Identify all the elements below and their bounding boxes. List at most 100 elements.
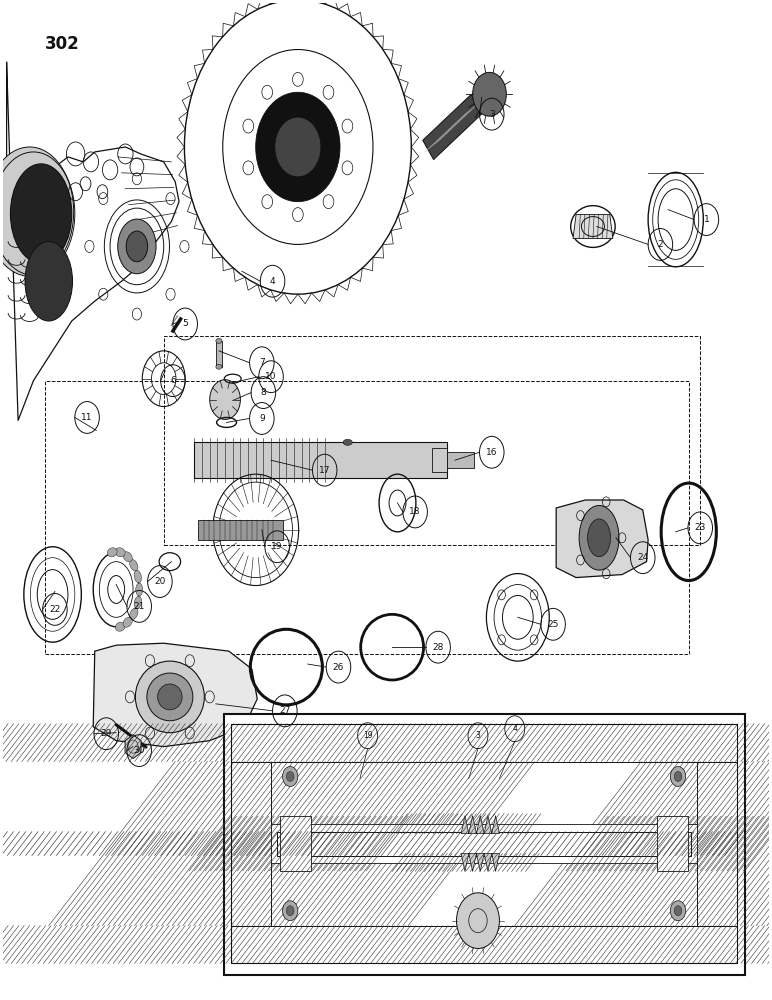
Bar [461, 814, 499, 834]
Bar [280, 816, 311, 871]
Text: 5: 5 [182, 319, 188, 328]
Text: 17: 17 [319, 466, 330, 475]
Circle shape [286, 771, 294, 781]
Ellipse shape [123, 617, 132, 627]
Ellipse shape [134, 570, 141, 583]
Text: 24: 24 [637, 553, 648, 562]
Circle shape [670, 901, 686, 921]
Text: 30: 30 [134, 746, 145, 755]
Text: 9: 9 [259, 414, 265, 423]
Text: 6: 6 [170, 376, 176, 385]
Bar [45, 381, 689, 654]
Bar [231, 926, 737, 963]
Bar [447, 452, 474, 468]
Polygon shape [7, 62, 179, 420]
Ellipse shape [123, 552, 132, 562]
Polygon shape [461, 816, 499, 834]
Ellipse shape [107, 548, 117, 557]
Ellipse shape [115, 622, 125, 631]
Circle shape [256, 92, 340, 202]
Ellipse shape [216, 338, 222, 343]
Polygon shape [461, 854, 499, 871]
Ellipse shape [147, 673, 193, 721]
Ellipse shape [157, 684, 182, 710]
Bar [280, 816, 311, 871]
Bar [231, 926, 737, 963]
Ellipse shape [134, 596, 141, 609]
Ellipse shape [11, 164, 72, 263]
Text: 8: 8 [260, 388, 266, 397]
Bar [224, 714, 745, 975]
Text: 302: 302 [45, 35, 80, 53]
Text: 21: 21 [134, 602, 145, 611]
Bar [216, 341, 222, 367]
Bar [231, 762, 271, 926]
Polygon shape [198, 520, 283, 540]
Text: 4: 4 [513, 724, 517, 733]
Text: 3: 3 [489, 110, 495, 119]
Polygon shape [556, 500, 648, 578]
Polygon shape [573, 215, 613, 238]
Polygon shape [93, 643, 257, 747]
Text: 11: 11 [81, 413, 93, 422]
Ellipse shape [130, 608, 138, 620]
Text: 28: 28 [432, 643, 444, 652]
Bar [277, 832, 691, 856]
Circle shape [275, 117, 321, 177]
Bar [657, 816, 688, 871]
Ellipse shape [579, 505, 619, 570]
Ellipse shape [115, 548, 125, 557]
Text: 7: 7 [259, 358, 265, 367]
Text: 2: 2 [658, 240, 663, 249]
Bar [697, 762, 737, 926]
Bar [271, 824, 697, 863]
Bar [657, 816, 688, 871]
Circle shape [283, 901, 298, 921]
Circle shape [283, 767, 298, 786]
Bar [231, 724, 737, 762]
Text: 27: 27 [279, 706, 290, 715]
Ellipse shape [126, 231, 147, 262]
Bar [432, 448, 447, 472]
Bar [195, 442, 447, 478]
Text: 29: 29 [100, 729, 112, 738]
Bar [231, 762, 271, 926]
Text: 18: 18 [409, 507, 421, 516]
Bar [164, 336, 700, 545]
Circle shape [472, 72, 506, 116]
Text: 1: 1 [703, 215, 709, 224]
Bar [277, 832, 691, 856]
Text: 4: 4 [269, 277, 276, 286]
Ellipse shape [130, 559, 138, 571]
Circle shape [286, 906, 294, 916]
Bar [231, 724, 737, 963]
Ellipse shape [25, 241, 73, 321]
Text: 16: 16 [486, 448, 497, 457]
Polygon shape [125, 735, 141, 759]
Circle shape [210, 380, 240, 419]
Ellipse shape [343, 439, 352, 445]
Circle shape [456, 893, 499, 948]
Text: 26: 26 [333, 663, 344, 672]
Text: 19: 19 [272, 542, 283, 551]
Ellipse shape [135, 661, 205, 733]
Text: 22: 22 [49, 605, 60, 614]
Text: 23: 23 [695, 523, 706, 532]
Ellipse shape [216, 364, 222, 369]
Text: 25: 25 [547, 620, 559, 629]
Bar [231, 724, 737, 762]
Text: 20: 20 [154, 577, 165, 586]
Text: 3: 3 [476, 731, 480, 740]
Circle shape [674, 906, 682, 916]
Ellipse shape [587, 519, 611, 557]
Text: 10: 10 [266, 372, 277, 381]
Bar [461, 854, 499, 871]
Ellipse shape [0, 147, 73, 276]
Circle shape [670, 767, 686, 786]
Bar [697, 762, 737, 926]
Polygon shape [423, 95, 482, 160]
Text: 19: 19 [363, 731, 372, 740]
Ellipse shape [118, 219, 156, 274]
Circle shape [674, 771, 682, 781]
Ellipse shape [136, 583, 143, 596]
